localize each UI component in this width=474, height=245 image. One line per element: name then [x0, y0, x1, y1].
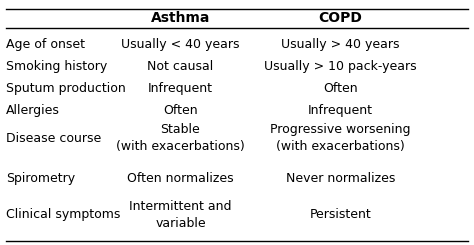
Text: Never normalizes: Never normalizes	[286, 172, 395, 185]
Text: Progressive worsening
(with exacerbations): Progressive worsening (with exacerbation…	[271, 123, 411, 153]
Text: Persistent: Persistent	[310, 208, 372, 221]
Text: Usually > 10 pack-years: Usually > 10 pack-years	[264, 60, 417, 73]
Text: COPD: COPD	[319, 11, 363, 25]
Text: Usually > 40 years: Usually > 40 years	[282, 38, 400, 51]
Text: Allergies: Allergies	[6, 104, 60, 117]
Text: Smoking history: Smoking history	[6, 60, 107, 73]
Text: Often normalizes: Often normalizes	[127, 172, 234, 185]
Text: Often: Often	[323, 82, 358, 95]
Text: Spirometry: Spirometry	[6, 172, 75, 185]
Text: Asthma: Asthma	[151, 11, 210, 25]
Text: Infrequent: Infrequent	[148, 82, 213, 95]
Text: Stable
(with exacerbations): Stable (with exacerbations)	[116, 123, 245, 153]
Text: Clinical symptoms: Clinical symptoms	[6, 208, 120, 221]
Text: Age of onset: Age of onset	[6, 38, 85, 51]
Text: Sputum production: Sputum production	[6, 82, 126, 95]
Text: Often: Often	[163, 104, 198, 117]
Text: Infrequent: Infrequent	[308, 104, 373, 117]
Text: Usually < 40 years: Usually < 40 years	[121, 38, 240, 51]
Text: Intermittent and
variable: Intermittent and variable	[129, 199, 232, 230]
Text: Disease course: Disease course	[6, 132, 101, 145]
Text: Not causal: Not causal	[147, 60, 214, 73]
